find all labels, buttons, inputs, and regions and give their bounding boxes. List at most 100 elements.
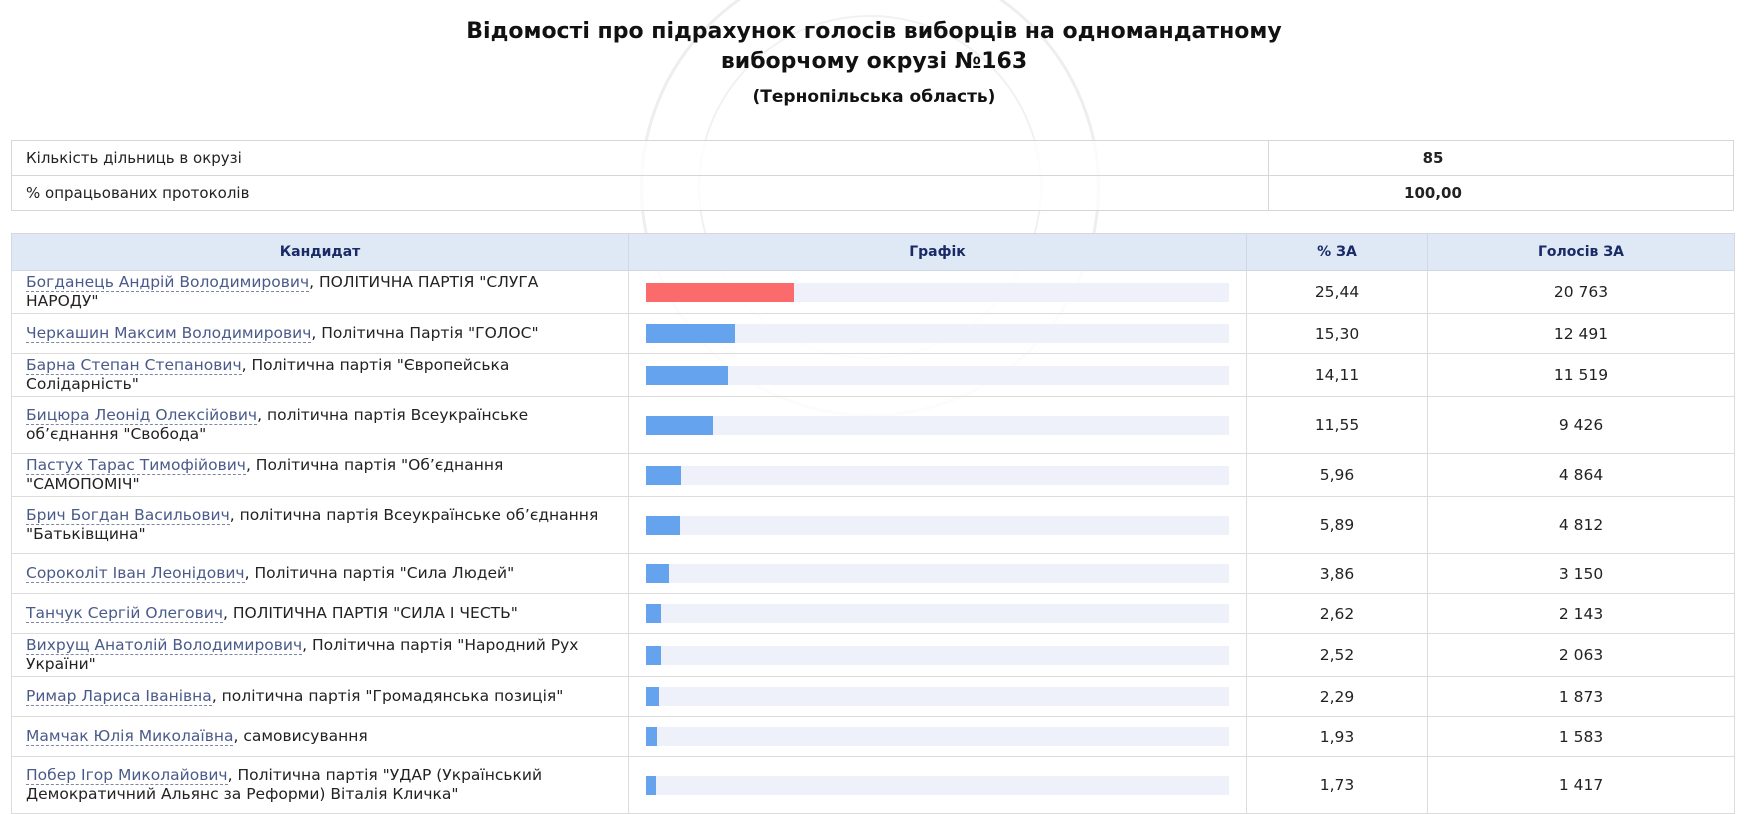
column-header-candidate[interactable]: Кандидат [11, 233, 629, 271]
table-row: Римар Лариса Іванівна, політична партія … [11, 676, 1735, 717]
candidate-party: , ПОЛІТИЧНА ПАРТІЯ "СИЛА І ЧЕСТЬ" [223, 604, 518, 622]
candidate-cell: Побер Ігор Миколайович, Політична партія… [11, 756, 629, 814]
chart-cell [628, 553, 1247, 594]
candidate-name-link[interactable]: Римар Лариса Іванівна [26, 687, 212, 706]
percent-cell: 3,86 [1246, 553, 1428, 594]
candidate-party: , політична партія Всеукраїнське об’єдна… [26, 506, 599, 543]
chart-cell [628, 453, 1247, 497]
votes-cell: 20 763 [1427, 270, 1735, 314]
bar-track [646, 365, 1229, 385]
votes-cell: 1 417 [1427, 756, 1735, 814]
percent-cell: 14,11 [1246, 353, 1428, 397]
table-row: Бицюра Леонід Олексійович, політична пар… [11, 396, 1735, 454]
candidate-party: , Політична партія "Народний Рух України… [26, 636, 579, 673]
candidate-name-link[interactable]: Брич Богдан Васильович [26, 506, 230, 525]
table-row: Брич Богдан Васильович, політична партія… [11, 496, 1735, 554]
percent-cell: 11,55 [1246, 396, 1428, 454]
table-row: Вихрущ Анатолій Володимирович, Політична… [11, 633, 1735, 677]
page-title: Відомості про підрахунок голосів виборці… [0, 17, 1748, 77]
page-title-line1: Відомості про підрахунок голосів виборці… [466, 19, 1282, 44]
bar-fill [646, 415, 714, 435]
candidate-name-link[interactable]: Мамчак Юлія Миколаївна [26, 727, 234, 746]
votes-cell: 4 812 [1427, 496, 1735, 554]
results-table: Кандидат Графік % ЗА Голосів ЗА Богданец… [11, 233, 1735, 814]
bar-track [646, 775, 1229, 795]
percent-cell: 25,44 [1246, 270, 1428, 314]
summary-table: Кількість дільниць в окрузі 85 % опрацьо… [11, 140, 1734, 211]
bar-fill [646, 604, 662, 623]
votes-cell: 3 150 [1427, 553, 1735, 594]
candidate-party: , самовисування [233, 727, 368, 745]
votes-cell: 9 426 [1427, 396, 1735, 454]
candidate-cell: Сороколіт Іван Леонідович, Політична пар… [11, 553, 629, 594]
bar-fill [646, 282, 795, 302]
summary-row: Кількість дільниць в окрузі 85 [11, 140, 1734, 176]
candidate-cell: Мамчак Юлія Миколаївна, самовисування [11, 716, 629, 757]
chart-cell [628, 313, 1247, 354]
chart-cell [628, 270, 1247, 314]
bar-fill [646, 687, 660, 706]
chart-cell [628, 353, 1247, 397]
bar-track [646, 727, 1229, 746]
votes-cell: 1 873 [1427, 676, 1735, 717]
table-row: Черкашин Максим Володимирович, Політична… [11, 313, 1735, 354]
candidate-cell: Барна Степан Степанович, Політична парті… [11, 353, 629, 397]
bar-fill [646, 515, 681, 535]
bar-track [646, 515, 1229, 535]
candidate-party: , Політична партія "Європейська Солідарн… [26, 356, 510, 393]
candidate-name-link[interactable]: Вихрущ Анатолій Володимирович [26, 636, 303, 655]
candidate-party: , ПОЛІТИЧНА ПАРТІЯ "СЛУГА НАРОДУ" [26, 273, 539, 310]
candidate-cell: Вихрущ Анатолій Володимирович, Політична… [11, 633, 629, 677]
chart-cell [628, 396, 1247, 454]
results-body: Богданець Андрій Володимирович, ПОЛІТИЧН… [11, 270, 1735, 814]
candidate-name-link[interactable]: Танчук Сергій Олегович [26, 604, 224, 623]
bar-fill [646, 775, 657, 795]
table-row: Барна Степан Степанович, Політична парті… [11, 353, 1735, 397]
chart-cell [628, 676, 1247, 717]
votes-cell: 1 583 [1427, 716, 1735, 757]
page-title-line2: виборчому окрузі №163 [720, 49, 1028, 74]
table-row: Мамчак Юлія Миколаївна, самовисування 1,9… [11, 716, 1735, 757]
bar-fill [646, 365, 729, 385]
candidate-party: , Політична партія "Об’єднання "САМОПОМІ… [26, 456, 504, 493]
bar-track [646, 465, 1229, 485]
candidate-party: , політична партія Всеукраїнське об’єдна… [26, 406, 529, 443]
column-header-votes[interactable]: Голосів ЗА [1427, 233, 1735, 271]
bar-fill [646, 564, 669, 583]
bar-track [646, 324, 1229, 343]
summary-label: % опрацьованих протоколів [11, 175, 1269, 211]
candidate-name-link[interactable]: Богданець Андрій Володимирович [26, 273, 310, 292]
candidate-name-link[interactable]: Сороколіт Іван Леонідович [26, 564, 245, 583]
candidate-name-link[interactable]: Барна Степан Степанович [26, 356, 242, 375]
candidate-name-link[interactable]: Бицюра Леонід Олексійович [26, 406, 258, 425]
candidate-cell: Пастух Тарас Тимофійович, Політична парт… [11, 453, 629, 497]
candidate-cell: Богданець Андрій Володимирович, ПОЛІТИЧН… [11, 270, 629, 314]
percent-cell: 1,93 [1246, 716, 1428, 757]
candidate-party: , Політична Партія "ГОЛОС" [311, 324, 539, 342]
chart-cell [628, 756, 1247, 814]
chart-cell [628, 633, 1247, 677]
bar-track [646, 604, 1229, 623]
votes-cell: 4 864 [1427, 453, 1735, 497]
bar-track [646, 645, 1229, 665]
table-row: Пастух Тарас Тимофійович, Політична парт… [11, 453, 1735, 497]
table-row: Побер Ігор Миколайович, Політична партія… [11, 756, 1735, 814]
bar-track [646, 687, 1229, 706]
percent-cell: 5,89 [1246, 496, 1428, 554]
table-row: Богданець Андрій Володимирович, ПОЛІТИЧН… [11, 270, 1735, 314]
percent-cell: 2,29 [1246, 676, 1428, 717]
summary-row: % опрацьованих протоколів 100,00 [11, 175, 1734, 211]
bar-fill [646, 465, 681, 485]
candidate-cell: Брич Богдан Васильович, політична партія… [11, 496, 629, 554]
chart-cell [628, 496, 1247, 554]
votes-cell: 2 143 [1427, 593, 1735, 634]
column-header-percent[interactable]: % ЗА [1246, 233, 1428, 271]
candidate-name-link[interactable]: Пастух Тарас Тимофійович [26, 456, 246, 475]
candidate-cell: Черкашин Максим Володимирович, Політична… [11, 313, 629, 354]
candidate-cell: Римар Лариса Іванівна, політична партія … [11, 676, 629, 717]
candidate-name-link[interactable]: Побер Ігор Миколайович [26, 766, 228, 785]
candidate-party: , Політична партія "Сила Людей" [244, 564, 515, 582]
table-row: Сороколіт Іван Леонідович, Політична пар… [11, 553, 1735, 594]
summary-label: Кількість дільниць в окрузі [11, 140, 1269, 176]
candidate-name-link[interactable]: Черкашин Максим Володимирович [26, 324, 312, 343]
